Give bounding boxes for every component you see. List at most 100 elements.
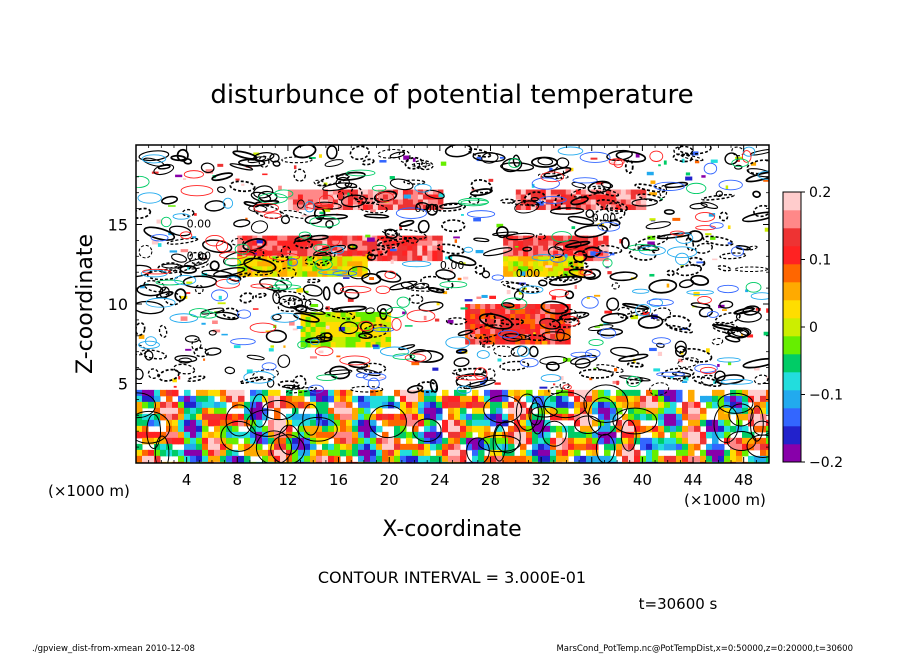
cool-band-cell [375,326,382,333]
field-cell [712,389,719,397]
field-cell [484,437,491,445]
cool-band-cell [533,256,539,262]
contour-line [403,179,426,185]
contour-line [674,345,687,358]
warm-band-cell [267,245,273,252]
cool-band-cell [385,341,392,348]
warm-band-cell [392,255,398,262]
field-cell [394,389,401,397]
speckle [737,158,740,162]
x-axis: 4 8 12 16 20 24 28 32 36 40 44 48 [148,145,757,489]
cool-band-cell [247,261,253,267]
cool-band-cell [300,326,307,333]
cool-band-cell [365,326,372,333]
field-cell [688,389,695,397]
field-cell [292,455,299,463]
warm-band-cell [610,194,617,201]
contour-line [183,170,204,179]
field-cell [262,431,269,439]
speckle [696,261,705,264]
field-cell [400,395,407,403]
field-cell [358,443,365,451]
field-cell [526,389,533,397]
contour-line [455,375,485,381]
field-cell [478,401,485,409]
field-cell [376,413,383,421]
contour-line [545,361,560,372]
warm-band-cell [500,319,506,325]
field-cell [634,413,641,421]
warm-band-cell [598,235,604,242]
field-cell [730,407,737,415]
cool-band-cell [503,261,509,267]
contour-line [685,237,695,252]
field-cell [628,407,635,415]
field-cell [580,413,587,421]
field-cell [382,431,389,439]
field-cell [430,431,437,439]
speckle [353,244,357,248]
cool-band-cell [365,321,372,328]
field-cell [166,413,173,421]
contour-line [392,353,416,360]
field-cell [454,449,461,457]
warm-band-cell [417,245,423,252]
field-cell [208,413,215,421]
warm-band-cell [417,240,423,247]
cool-band-cell [325,331,332,338]
field-cell [136,407,143,415]
field-cell [604,455,611,463]
warm-band-cell [470,309,476,315]
warm-band-cell [540,319,546,325]
warm-band-cell [377,194,384,201]
cool-band-cell [330,336,337,343]
cool-band-cell [262,256,268,262]
speckle [471,188,476,192]
field-cell [136,395,143,403]
speckle [432,367,439,371]
warm-band-cell [382,250,388,257]
cool-band-cell [370,311,377,318]
field-cell [178,395,185,403]
cool-band-cell [365,311,372,318]
field-cell [238,443,245,451]
field-cell [364,455,371,463]
field-cell [748,437,755,445]
warm-band-cell [437,250,443,257]
warm-band-cell [237,240,243,247]
field-cell [676,431,683,439]
warm-band-cell [573,235,579,242]
contour-line [549,207,585,215]
warm-band-cell [277,235,283,242]
field-cell [598,407,605,415]
field-cell [640,425,647,433]
field-cell [718,425,725,433]
field-cell [184,395,191,403]
x-tick-label: 8 [233,471,243,489]
contour-line [667,324,693,334]
warm-band-cell [530,319,536,325]
field-cell [214,401,221,409]
speckle [347,297,354,302]
contour-line [618,353,649,362]
warm-band-cell [550,189,557,196]
cool-band-cell [330,316,337,323]
speckle [241,183,245,186]
field-cell [418,389,425,397]
warm-band-cell [595,194,602,201]
cool-band-cell [300,321,307,328]
contour-line [753,420,769,436]
field-cell [142,401,149,409]
warm-band-cell [520,304,526,310]
field-cell [316,395,323,403]
field-cell [634,389,641,397]
field-cell [160,437,167,445]
cool-band-cell [357,256,363,262]
field-cell [220,419,227,427]
field-cell [742,407,749,415]
warm-band-cell [470,304,476,310]
field-cell [352,413,359,421]
field-cell [514,389,521,397]
field-cell [760,443,767,451]
field-cell [652,443,659,451]
